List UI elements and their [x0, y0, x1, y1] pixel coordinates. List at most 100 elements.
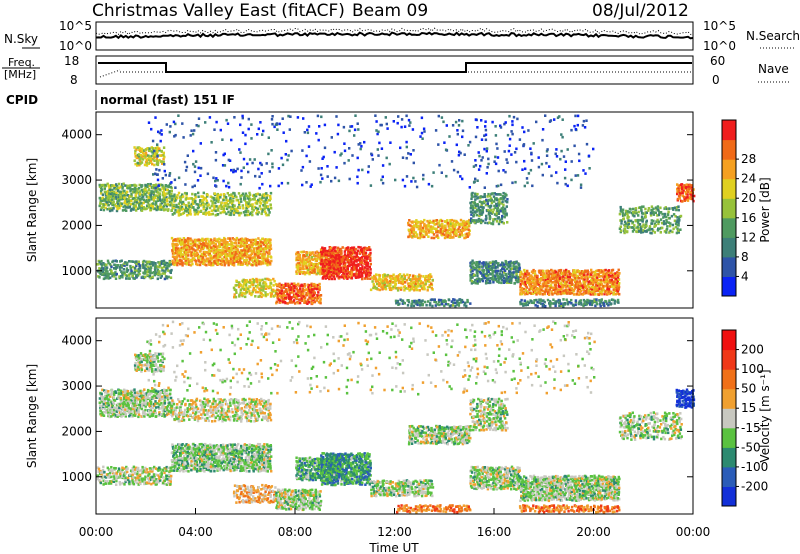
echo-cell: [429, 273, 432, 276]
echo-cell: [543, 274, 547, 278]
echo-cell: [485, 268, 489, 272]
echo-cell: [138, 200, 142, 204]
echo-cell: [565, 291, 568, 294]
echo-cell: [530, 292, 533, 295]
echo-cell: [158, 188, 161, 191]
echo-cell: [599, 290, 602, 294]
echo-cell: [521, 277, 524, 281]
echo-cell: [245, 279, 249, 282]
echo-cell: [410, 279, 413, 283]
echo-cell: [378, 277, 381, 281]
echo-cell: [197, 255, 201, 258]
echo-cell: [641, 217, 645, 221]
echo-cell: [498, 272, 502, 276]
echo-cell: [292, 295, 295, 299]
echo-cell: [159, 273, 162, 276]
echo-cell: [307, 260, 310, 264]
echo-cell: [197, 117, 201, 120]
echo-cell: [562, 271, 565, 275]
echo-cell: [682, 189, 685, 192]
echo-cell: [229, 256, 232, 259]
echo-cell: [505, 277, 508, 281]
echo-cell: [128, 274, 131, 277]
echo-cell: [125, 197, 129, 201]
echo-cell: [158, 205, 162, 209]
echo-cell: [258, 242, 262, 246]
echo-cell: [578, 270, 581, 273]
echo-cell: [201, 201, 205, 204]
echo-cell: [433, 223, 436, 226]
echo-cell: [317, 283, 320, 287]
echo-cell: [585, 274, 588, 277]
echo-cell: [350, 271, 354, 274]
echo-cell: [150, 192, 153, 195]
echo-cell: [469, 201, 472, 205]
echo-cell: [412, 232, 415, 236]
echo-cell: [537, 290, 540, 293]
echo-cell: [143, 149, 146, 152]
echo-cell: [184, 183, 187, 186]
echo-cell: [262, 203, 265, 207]
echo-cell: [403, 274, 407, 278]
echo-cell: [206, 251, 209, 254]
echo-cell: [551, 277, 555, 280]
echo-cell: [411, 220, 414, 223]
echo-cell: [553, 302, 556, 305]
echo-cell: [567, 270, 571, 273]
echo-cell: [234, 209, 237, 212]
echo-cell: [153, 207, 157, 210]
echo-cell: [487, 198, 491, 202]
echo-cell: [594, 288, 597, 291]
nsky-tick-top: 10^5: [59, 19, 92, 33]
echo-cell: [176, 194, 179, 197]
echo-cell: [208, 251, 211, 255]
echo-cell: [333, 277, 336, 281]
echo-cell: [193, 210, 196, 213]
echo-cell: [259, 202, 262, 205]
echo-cell: [113, 184, 116, 187]
echo-cell: [142, 151, 145, 155]
echo-cell: [130, 207, 133, 211]
echo-cell: [144, 156, 147, 160]
echo-cell: [295, 296, 298, 299]
echo-cell: [495, 277, 498, 281]
echo-cell: [329, 273, 332, 277]
echo-cell: [160, 266, 164, 270]
echo-cell: [312, 298, 315, 302]
echo-cell: [180, 259, 183, 262]
echo-cell: [305, 266, 309, 270]
echo-cell: [456, 221, 460, 225]
echo-cell: [197, 245, 200, 248]
echo-cell: [96, 263, 99, 266]
echo-cell: [523, 287, 526, 291]
echo-cell: [674, 222, 678, 226]
echo-cell: [463, 225, 466, 229]
echo-cell: [196, 251, 199, 255]
echo-cell: [422, 283, 425, 287]
echo-cell: [125, 277, 128, 280]
echo-cell: [300, 291, 303, 295]
echo-cell: [302, 250, 305, 254]
echo-cell: [257, 283, 260, 287]
echo-cell: [176, 243, 179, 247]
echo-cell: [201, 203, 205, 206]
echo-cell: [121, 209, 125, 212]
echo-cell: [240, 251, 243, 254]
echo-cell: [324, 277, 327, 280]
echo-cell: [437, 225, 440, 229]
echo-cell: [492, 269, 495, 273]
echo-cell: [266, 263, 269, 267]
echo-cell: [489, 206, 492, 209]
echo-cell: [369, 277, 372, 280]
echo-cell: [194, 244, 198, 248]
echo-cell: [185, 246, 189, 249]
echo-cell: [184, 244, 187, 247]
echo-cell: [187, 211, 191, 214]
echo-cell: [441, 223, 444, 226]
echo-cell: [227, 249, 231, 252]
echo-cell: [199, 166, 203, 170]
echo-cell: [260, 198, 263, 202]
echo-cell: [444, 302, 448, 306]
echo-cell: [139, 205, 142, 209]
echo-cell: [181, 238, 184, 242]
